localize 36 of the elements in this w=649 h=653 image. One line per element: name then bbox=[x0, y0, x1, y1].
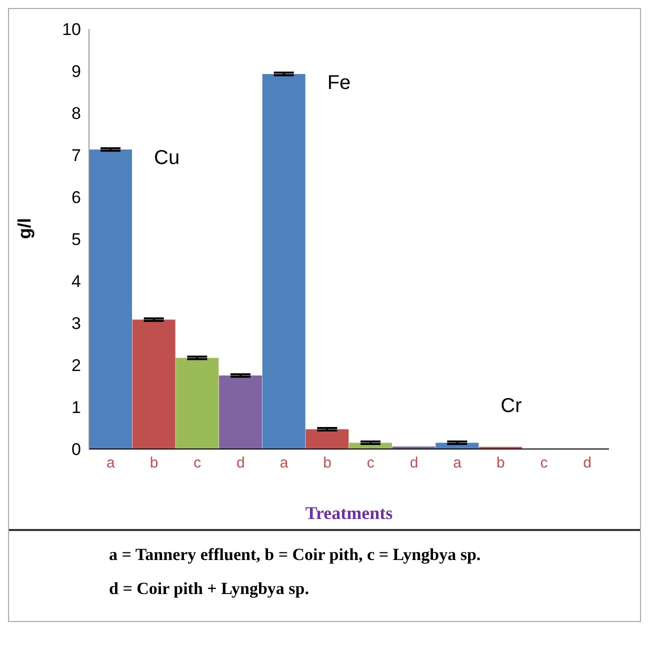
x-tick-label: d bbox=[236, 454, 245, 472]
x-tick-label: c bbox=[540, 454, 548, 472]
annotation: Cu bbox=[154, 147, 180, 170]
bar bbox=[176, 358, 219, 449]
y-tick-label: 4 bbox=[72, 272, 81, 292]
x-tick-label: a bbox=[453, 454, 462, 472]
y-tick-label: 3 bbox=[72, 314, 81, 334]
text: a = Tannery effluent, b = Coir pith, c = Lyngbya sp. bbox=[109, 545, 482, 565]
bar bbox=[262, 74, 306, 449]
y-tick-label: 1 bbox=[72, 398, 81, 418]
y-axis-title: g/l bbox=[14, 218, 34, 239]
x-tick-label: c bbox=[366, 454, 375, 472]
x-tick-label: d bbox=[583, 454, 592, 472]
x-tick-label: b bbox=[496, 454, 505, 472]
x-tick-label: a bbox=[280, 454, 289, 472]
annotation: Cr bbox=[500, 395, 522, 418]
x-tick-label: b bbox=[323, 454, 332, 472]
y-tick-label: 7 bbox=[72, 146, 81, 166]
y-tick-label: 0 bbox=[72, 440, 81, 460]
bar bbox=[89, 150, 132, 449]
bar bbox=[219, 376, 262, 449]
bar bbox=[306, 429, 349, 449]
y-tick-label: 8 bbox=[72, 104, 81, 124]
y-tick-label: 5 bbox=[72, 230, 81, 250]
bar bbox=[132, 320, 176, 449]
y-tick-label: 10 bbox=[62, 20, 81, 40]
x-tick-label: a bbox=[106, 454, 116, 472]
annotation: Fe bbox=[327, 72, 351, 95]
x-axis-title: Treatments bbox=[305, 503, 393, 523]
x-tick-label: d bbox=[410, 454, 418, 472]
y-tick-label: 9 bbox=[72, 62, 81, 82]
y-tick-label: 6 bbox=[72, 188, 81, 208]
x-tick-label: c bbox=[194, 454, 202, 472]
y-tick-label: 2 bbox=[72, 356, 81, 376]
text: d = Coir pith + Lyngbya sp. bbox=[109, 579, 310, 599]
x-tick-label: b bbox=[150, 454, 158, 472]
